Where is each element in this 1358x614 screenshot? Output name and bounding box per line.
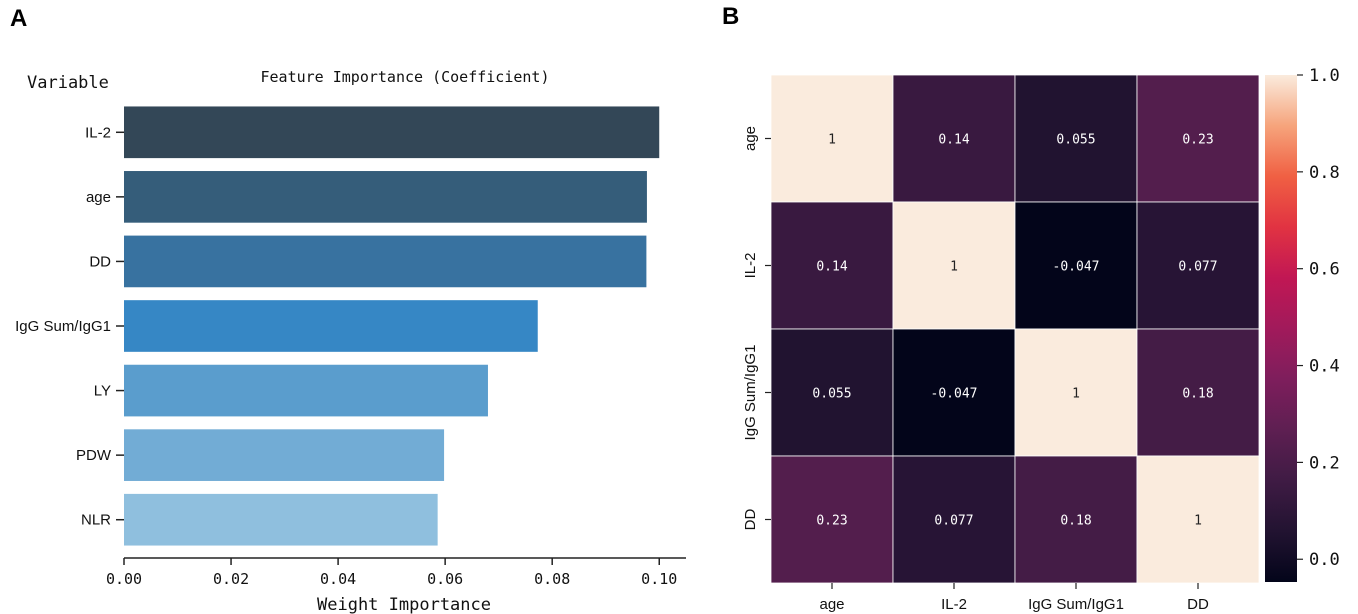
heatmap-cell <box>1014 455 1138 584</box>
heatmap-cell-value: -0.047 <box>931 387 978 402</box>
y-tick-label: NLR <box>81 512 111 529</box>
heatmap-x-label: IL-2 <box>941 596 967 613</box>
x-tick-label: 0.08 <box>534 570 570 588</box>
colorbar-tick-label: 0.0 <box>1309 550 1340 570</box>
y-tick-label: DD <box>89 253 111 270</box>
heatmap-cell-value: 1 <box>1072 387 1080 402</box>
heatmap-cell <box>1014 328 1138 457</box>
heatmap-cell-value: 0.18 <box>1182 387 1213 402</box>
bar-chart-title: Feature Importance (Coefficient) <box>261 68 550 86</box>
heatmap-x-label: age <box>819 596 844 613</box>
heatmap-y-label: IgG Sum/IgG1 <box>742 345 759 441</box>
bar-6 <box>124 493 438 546</box>
y-tick-label: IL-2 <box>85 124 111 141</box>
heatmap-cell-value: -0.047 <box>1053 260 1100 275</box>
heatmap-cell-value: 0.14 <box>938 133 969 148</box>
heatmap-cell-value: 0.077 <box>1178 260 1217 275</box>
colorbar-gradient <box>1265 75 1297 582</box>
heatmap-x-label: DD <box>1187 596 1209 613</box>
heatmap-cell-value: 0.055 <box>1056 133 1095 148</box>
heatmap-cell <box>892 328 1016 457</box>
heatmap-x-label: IgG Sum/IgG1 <box>1028 596 1124 613</box>
y-tick-label: IgG Sum/IgG1 <box>15 318 111 335</box>
colorbar-tick-label: 0.8 <box>1309 163 1340 183</box>
heatmap-cell-value: 1 <box>828 133 836 148</box>
y-tick-label: age <box>86 189 111 206</box>
correlation-heatmap: 1 0.14 0.055 0.23 0.14 1 -0.047 0.077 0.055 -0.04… <box>742 66 1340 613</box>
heatmap-cell <box>770 328 894 457</box>
x-tick-label: 0.06 <box>427 570 463 588</box>
heatmap-y-label: IL-2 <box>742 253 759 279</box>
heatmap-cell-value: 0.18 <box>1060 514 1091 529</box>
heatmap-cell-value: 0.14 <box>816 260 847 275</box>
heatmap-cell-value: 0.077 <box>934 514 973 529</box>
bar-1 <box>124 171 647 223</box>
heatmap-y-label: age <box>742 126 759 151</box>
y-tick-label: PDW <box>76 447 112 464</box>
bar-5 <box>124 429 445 481</box>
bar-2 <box>124 235 647 288</box>
colorbar-tick-label: 0.2 <box>1309 453 1340 473</box>
heatmap-cell-value: 1 <box>950 260 958 275</box>
heatmap-cell <box>1136 74 1260 203</box>
colorbar-tick-label: 1.0 <box>1309 66 1340 86</box>
bar-chart: Variable Feature Importance (Coefficient… <box>15 68 686 614</box>
bar-4 <box>124 364 488 417</box>
heatmap-cell <box>770 201 894 330</box>
x-tick-label: 0.10 <box>641 570 677 588</box>
x-tick-label: 0.04 <box>320 570 356 588</box>
heatmap-cell <box>1136 455 1260 584</box>
heatmap-cell <box>1136 328 1260 457</box>
y-tick-label: LY <box>94 383 111 400</box>
heatmap-cell <box>1014 74 1138 203</box>
panel-letter-a: A <box>10 5 27 32</box>
heatmap-cell <box>892 201 1016 330</box>
panel-letter-b: B <box>722 3 739 30</box>
bar-0 <box>124 106 660 159</box>
colorbar-tick-label: 0.4 <box>1309 357 1340 377</box>
bar-y-axis-label: Variable <box>27 73 109 93</box>
bar-x-axis-label: Weight Importance <box>317 595 491 614</box>
x-tick-label: 0.00 <box>106 570 142 588</box>
heatmap-y-label: DD <box>742 509 759 531</box>
heatmap-cell <box>1136 201 1260 330</box>
heatmap-cell-value: 1 <box>1194 514 1202 529</box>
heatmap-cell-value: 0.23 <box>1182 133 1213 148</box>
x-tick-label: 0.02 <box>213 570 249 588</box>
heatmap-cell <box>1014 201 1138 330</box>
heatmap-cell-value: 0.055 <box>812 387 851 402</box>
bar-3 <box>124 300 538 352</box>
heatmap-cell-value: 0.23 <box>816 514 847 529</box>
colorbar-tick-label: 0.6 <box>1309 260 1340 280</box>
